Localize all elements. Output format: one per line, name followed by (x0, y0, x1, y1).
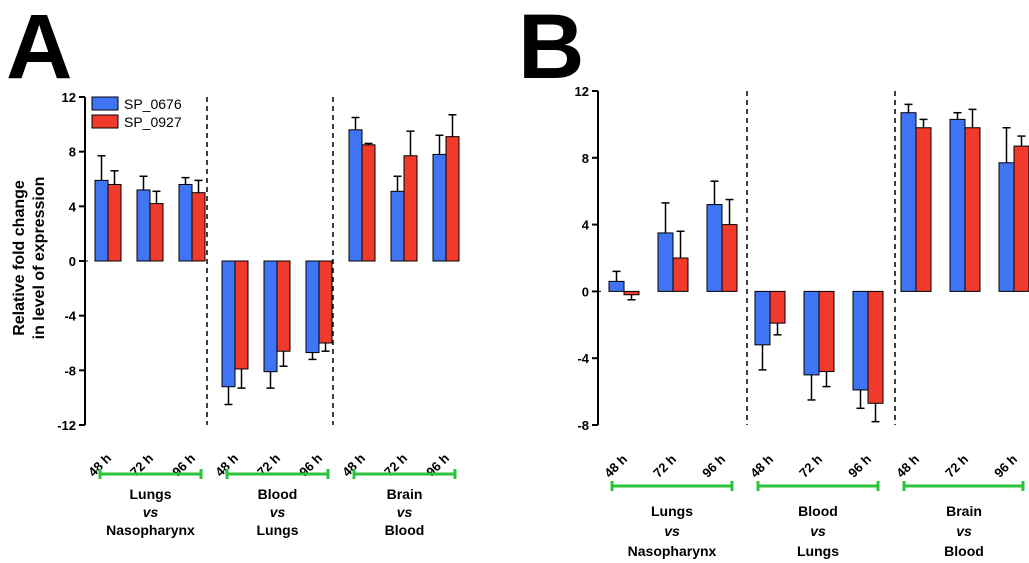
bar-a (94, 179, 109, 262)
y-tick-label-b: -8 (577, 418, 589, 433)
group-label-a: vs (143, 504, 159, 520)
bar-b (1013, 145, 1029, 292)
bar-a (136, 189, 151, 262)
bar-b (852, 290, 869, 391)
bar-a (432, 153, 447, 262)
legend-label: SP_0927 (124, 114, 182, 130)
bar-a (390, 190, 405, 262)
bar-b (818, 290, 835, 373)
bar-a (178, 183, 193, 262)
bar-a (263, 260, 278, 373)
bar-a (305, 260, 320, 354)
bar-a (149, 203, 164, 262)
x-tick-label-b: 96 h (699, 451, 728, 480)
y-tick-label-b: 0 (582, 284, 589, 299)
bar-a (191, 192, 206, 262)
bar-b (706, 204, 723, 292)
bar-a (318, 260, 333, 344)
bar-b (608, 280, 625, 292)
group-label-a: Brain (387, 486, 423, 502)
bar-b (998, 162, 1015, 292)
group-label-a: Blood (385, 522, 425, 538)
y-tick-label-a: 0 (69, 254, 76, 269)
bar-b (964, 127, 981, 292)
bar-b (900, 112, 917, 292)
group-label-b: Brain (946, 503, 982, 519)
bar-b (657, 232, 674, 292)
group-label-b: Blood (944, 543, 984, 559)
group-label-a: Lungs (130, 486, 172, 502)
bar-b (769, 290, 786, 324)
group-label-a: Nasopharynx (106, 522, 195, 538)
y-axis-title-a-line2: in level of expression (31, 177, 48, 340)
legend-swatch (91, 114, 119, 129)
bar-b (915, 127, 932, 292)
y-tick-label-a: 12 (62, 90, 76, 105)
bar-a (221, 260, 236, 388)
x-tick-label-b: 72 h (796, 451, 825, 480)
group-label-b: Nasopharynx (628, 543, 717, 559)
bar-a (107, 183, 122, 262)
group-label-a: vs (397, 504, 413, 520)
bar-b (803, 290, 820, 376)
group-label-b: vs (664, 523, 680, 539)
y-tick-label-a: -8 (64, 363, 76, 378)
x-tick-label-b: 48 h (747, 451, 776, 480)
bar-a (445, 136, 460, 262)
panel-letter-b: B (518, 0, 584, 98)
x-tick-label-b: 72 h (942, 451, 971, 480)
x-tick-label-b: 96 h (991, 451, 1020, 480)
group-label-b: vs (956, 523, 972, 539)
group-label-a: vs (270, 504, 286, 520)
x-tick-label-b: 72 h (650, 451, 679, 480)
x-tick-label-b: 48 h (893, 451, 922, 480)
x-tick-label-b: 48 h (601, 451, 630, 480)
legend-label: SP_0676 (124, 96, 182, 112)
legend-swatch (91, 96, 119, 111)
bar-a (348, 129, 363, 262)
group-label-b: Lungs (651, 503, 693, 519)
bar-a (403, 155, 418, 262)
y-tick-label-b: 8 (582, 151, 589, 166)
y-axis-title-a-line1: Relative fold change (11, 180, 28, 336)
y-tick-label-a: 4 (69, 199, 77, 214)
bar-b (672, 257, 689, 292)
group-label-b: Lungs (797, 543, 839, 559)
bar-b (623, 290, 640, 296)
group-label-a: Lungs (257, 522, 299, 538)
y-tick-label-a: -4 (64, 309, 76, 324)
bar-b (721, 224, 738, 292)
bar-a (276, 260, 291, 352)
x-tick-label-b: 96 h (845, 451, 874, 480)
group-label-b: Blood (798, 503, 838, 519)
y-tick-label-b: -4 (577, 351, 589, 366)
group-label-b: vs (810, 523, 826, 539)
panel-a: A Relative fold change in level of expre… (6, 0, 460, 538)
panel-b: B -8 -4 0 4 8 12 48 h 72 h 96 h 48 h 72 h 96 h 48 h 7… (518, 0, 1029, 559)
group-label-a: Blood (258, 486, 298, 502)
y-tick-label-a: -12 (57, 418, 76, 433)
bar-b (949, 118, 966, 292)
bar-b (754, 290, 771, 346)
y-tick-label-b: 12 (575, 84, 589, 99)
y-tick-label-a: 8 (69, 145, 76, 160)
panel-letter-a: A (6, 0, 72, 98)
bar-b (867, 290, 884, 404)
bar-a (361, 144, 376, 262)
bar-a (234, 260, 249, 370)
y-tick-label-b: 4 (582, 218, 590, 233)
